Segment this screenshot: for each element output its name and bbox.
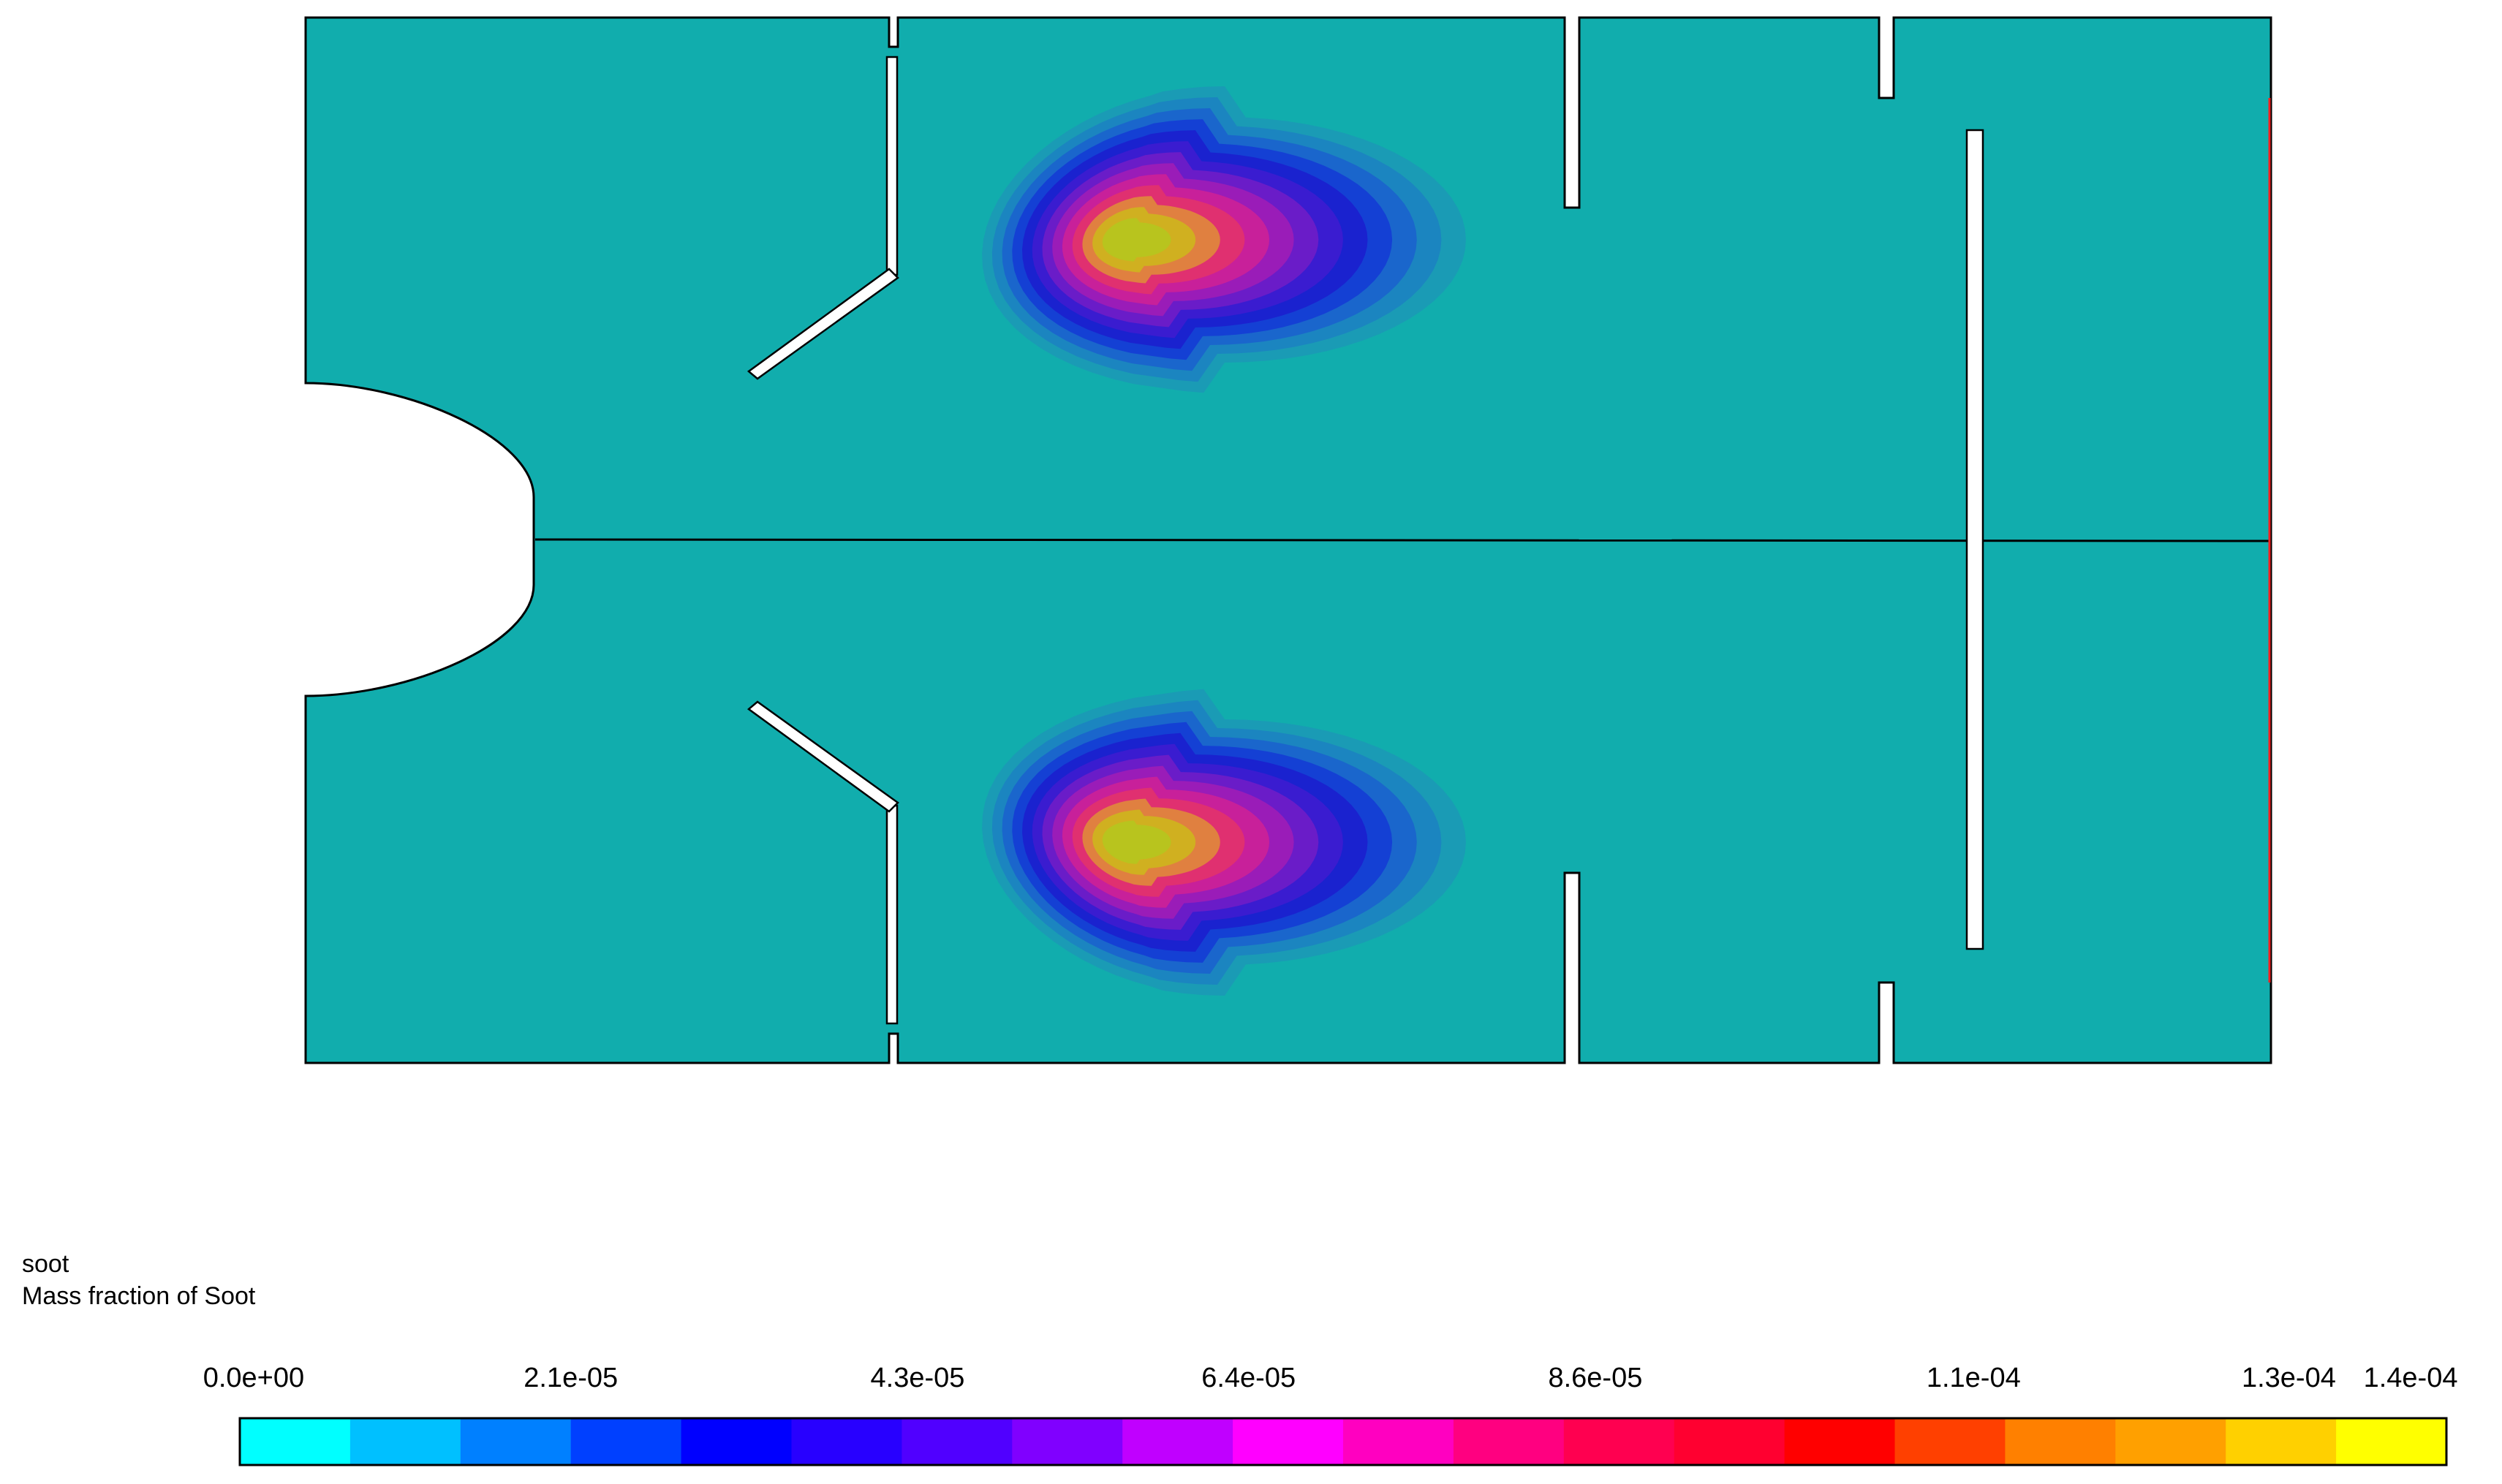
- upper-baffle-vertical: [885, 56, 899, 276]
- colorbar-swatch-6: [902, 1418, 1013, 1465]
- colorbar-tick-label: 6.4e-05: [1201, 1363, 1296, 1393]
- colorbar-border: [238, 1417, 2448, 1466]
- colorbar-tick-label: 0.0e+00: [203, 1363, 305, 1393]
- lower-baffle-vertical: [885, 804, 899, 1025]
- lower-baffle-inclined: [747, 700, 899, 813]
- colorbar-swatch-2: [460, 1418, 572, 1465]
- legend-variable: soot: [22, 1250, 69, 1278]
- colorbar-tick-label: 2.1e-05: [524, 1363, 619, 1393]
- colorbar-swatch-5: [791, 1418, 902, 1465]
- colorbar-tick-label: 1.4e-04: [2363, 1363, 2458, 1393]
- colorbar-swatch-15: [1894, 1418, 2006, 1465]
- colorbar-tick-label: 4.3e-05: [870, 1363, 965, 1393]
- colorbar-swatch-10: [1343, 1418, 1454, 1465]
- upper-baffle-inclined: [747, 268, 899, 380]
- colorbar-swatch-18: [2226, 1418, 2337, 1465]
- colorbar-swatch-14: [1784, 1418, 1896, 1465]
- colorbar-swatch-16: [2005, 1418, 2116, 1465]
- vertical-plate: [1965, 129, 1984, 950]
- legend-description: Mass fraction of Soot: [22, 1282, 256, 1310]
- colorbar-swatch-0: [240, 1418, 351, 1465]
- colorbar-tick-label: 1.1e-04: [1926, 1363, 2021, 1393]
- colorbar-swatch-8: [1122, 1418, 1233, 1465]
- colorbar-swatch-12: [1563, 1418, 1675, 1465]
- colorbar-swatch-17: [2115, 1418, 2226, 1465]
- colorbar-swatch-3: [570, 1418, 682, 1465]
- colorbar-swatch-13: [1674, 1418, 1785, 1465]
- colorbar-swatch-19: [2336, 1418, 2447, 1465]
- colorbar-tick-label: 8.6e-05: [1548, 1363, 1643, 1393]
- centerline: [534, 538, 2272, 542]
- colorbar-swatch-7: [1012, 1418, 1123, 1465]
- colorbar: [238, 1417, 2448, 1466]
- colorbar-swatch-4: [681, 1418, 793, 1465]
- contour-band-lower-12: [1102, 820, 1171, 864]
- colorbar-tick-label: 1.3e-04: [2241, 1363, 2336, 1393]
- contour-band-upper-12: [1102, 218, 1171, 262]
- colorbar-swatch-9: [1233, 1418, 1344, 1465]
- contour-bands-lower: [982, 689, 1466, 996]
- colorbar-swatch-1: [349, 1418, 461, 1465]
- colorbar-swatch-11: [1453, 1418, 1565, 1465]
- contour-bands-upper: [982, 86, 1466, 393]
